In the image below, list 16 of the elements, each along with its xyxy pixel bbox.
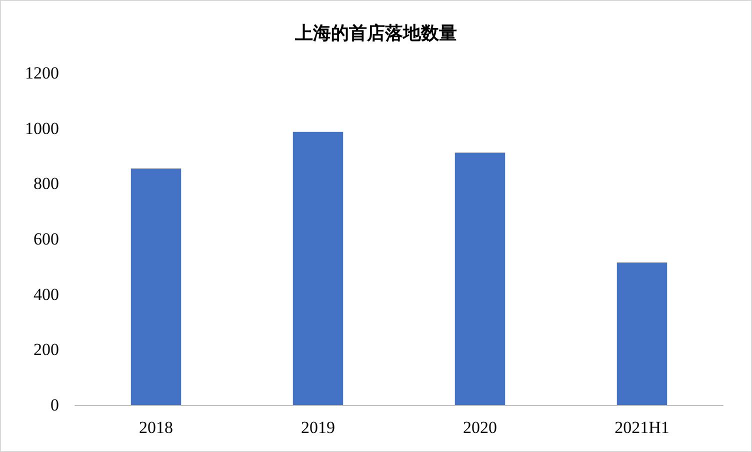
- y-tick-label: 400: [34, 284, 59, 304]
- bar: [130, 168, 182, 405]
- y-tick-label: 0: [50, 396, 59, 414]
- y-tick-label: 1000: [25, 118, 59, 138]
- x-tick-label: 2021H1: [614, 418, 670, 437]
- bar: [454, 152, 506, 405]
- y-tick-label: 1200: [25, 64, 59, 82]
- y-tick-label: 200: [34, 340, 59, 360]
- x-tick-label: 2019: [301, 418, 335, 437]
- x-tick-label: 2020: [463, 418, 497, 437]
- y-tick-label: 600: [34, 230, 59, 248]
- bar: [292, 132, 344, 405]
- bar: [616, 262, 668, 405]
- chart-title: 上海的首店落地数量: [294, 23, 457, 43]
- y-tick-label: 800: [34, 174, 59, 194]
- x-tick-label: 2018: [139, 418, 173, 437]
